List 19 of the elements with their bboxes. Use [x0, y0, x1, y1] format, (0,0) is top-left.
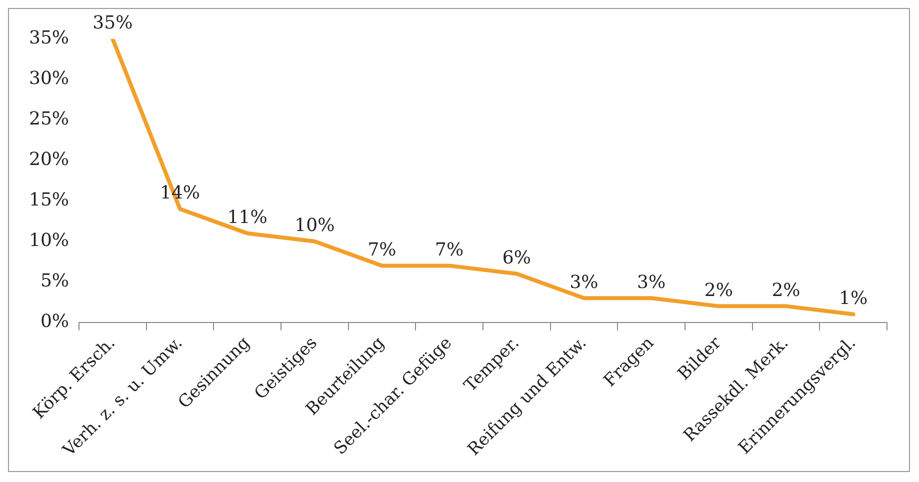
text: 3%: [637, 272, 666, 293]
y-tick-label: 10%: [28, 230, 70, 252]
y-tick-label: 30%: [28, 68, 70, 90]
text: 35%: [92, 12, 133, 34]
text: 10%: [294, 215, 335, 236]
text: 2%: [772, 280, 800, 301]
text: 11%: [227, 206, 268, 228]
y-tick-label: 5%: [40, 270, 70, 292]
text: 7%: [435, 239, 464, 260]
text: 1%: [839, 288, 868, 309]
text: 3%: [570, 272, 598, 293]
y-tick-label: 35%: [28, 28, 70, 49]
y-tick-label: 20%: [28, 149, 70, 170]
text: 7%: [368, 239, 396, 260]
y-tick-label: 0%: [40, 311, 70, 332]
y-tick-label: 25%: [28, 108, 70, 130]
y-tick-label: 15%: [28, 190, 70, 211]
text: 6%: [502, 247, 531, 268]
text: 2%: [704, 280, 733, 301]
